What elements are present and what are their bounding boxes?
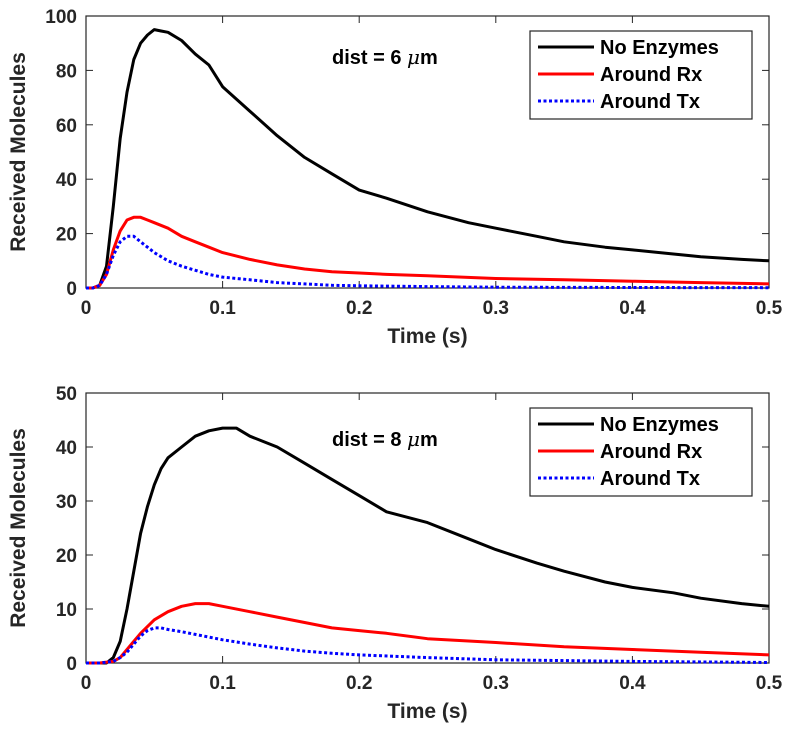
series-line-no-enzymes [86, 28, 770, 290]
annotation-prefix: dist = 6 [332, 47, 407, 69]
y-tick-label: 0 [66, 279, 77, 300]
distance-annotation: dist = 8 μm [332, 427, 438, 451]
chart-panel-2: 0 0.1 0.2 0.3 0.4 0.5 0 10 20 30 40 50 Time (s) Recei… [7, 384, 783, 723]
legend-label: Around Rx [600, 64, 702, 86]
distance-annotation: dist = 6 μm [332, 45, 438, 69]
y-axis-label: Received Molecules [7, 428, 30, 628]
legend: No Enzymes Around Rx Around Tx [529, 30, 753, 120]
annotation-mu: μ [407, 45, 420, 69]
legend-label: Around Tx [600, 91, 700, 113]
y-tick-label: 10 [56, 600, 77, 621]
y-tick-label: 60 [56, 116, 77, 137]
chart-panel-1: 0 0.1 0.2 0.3 0.4 0.5 0 20 40 60 80 100 Time (s) Rece… [7, 7, 783, 348]
x-tick-label: 0.1 [209, 673, 236, 694]
x-tick-label: 0.5 [756, 298, 783, 319]
series-line-around-rx [86, 602, 770, 665]
y-axis-label: Received Molecules [7, 52, 30, 252]
legend: No Enzymes Around Rx Around Tx [529, 407, 753, 497]
y-tick-label: 50 [56, 384, 77, 405]
x-tick-label: 0.1 [209, 298, 236, 319]
x-tick-label: 0.3 [483, 298, 509, 319]
x-axis-label: Time (s) [387, 325, 467, 348]
legend-label: Around Tx [600, 468, 700, 490]
y-tick-label: 40 [56, 170, 77, 191]
series-line-around-rx [86, 215, 770, 290]
y-tick-label: 80 [56, 61, 77, 82]
x-tick-label: 0.3 [483, 673, 509, 694]
y-tick-label: 30 [56, 492, 77, 513]
x-tick-label: 0.2 [346, 673, 372, 694]
x-tick-label: 0 [81, 298, 92, 319]
x-axis-label: Time (s) [387, 700, 467, 723]
y-tick-label: 40 [56, 438, 77, 459]
annotation-unit: m [420, 47, 438, 69]
legend-label: Around Rx [600, 441, 702, 463]
annotation-mu: μ [407, 427, 420, 451]
series-line-no-enzymes [86, 426, 770, 665]
legend-label: No Enzymes [600, 414, 719, 436]
annotation-unit: m [420, 429, 438, 451]
y-tick-label: 20 [56, 225, 77, 246]
annotation-prefix: dist = 8 [332, 429, 407, 451]
x-tick-label: 0 [81, 673, 92, 694]
x-tick-label: 0.2 [346, 298, 372, 319]
series-line-around-tx [86, 234, 770, 290]
x-tick-label: 0.4 [619, 673, 646, 694]
y-tick-label: 0 [66, 654, 77, 675]
y-tick-label: 100 [45, 7, 77, 28]
x-tick-label: 0.4 [619, 298, 646, 319]
y-tick-label: 20 [56, 546, 77, 567]
x-tick-label: 0.5 [756, 673, 783, 694]
series-line-around-tx [86, 626, 770, 665]
legend-label: No Enzymes [600, 37, 719, 59]
